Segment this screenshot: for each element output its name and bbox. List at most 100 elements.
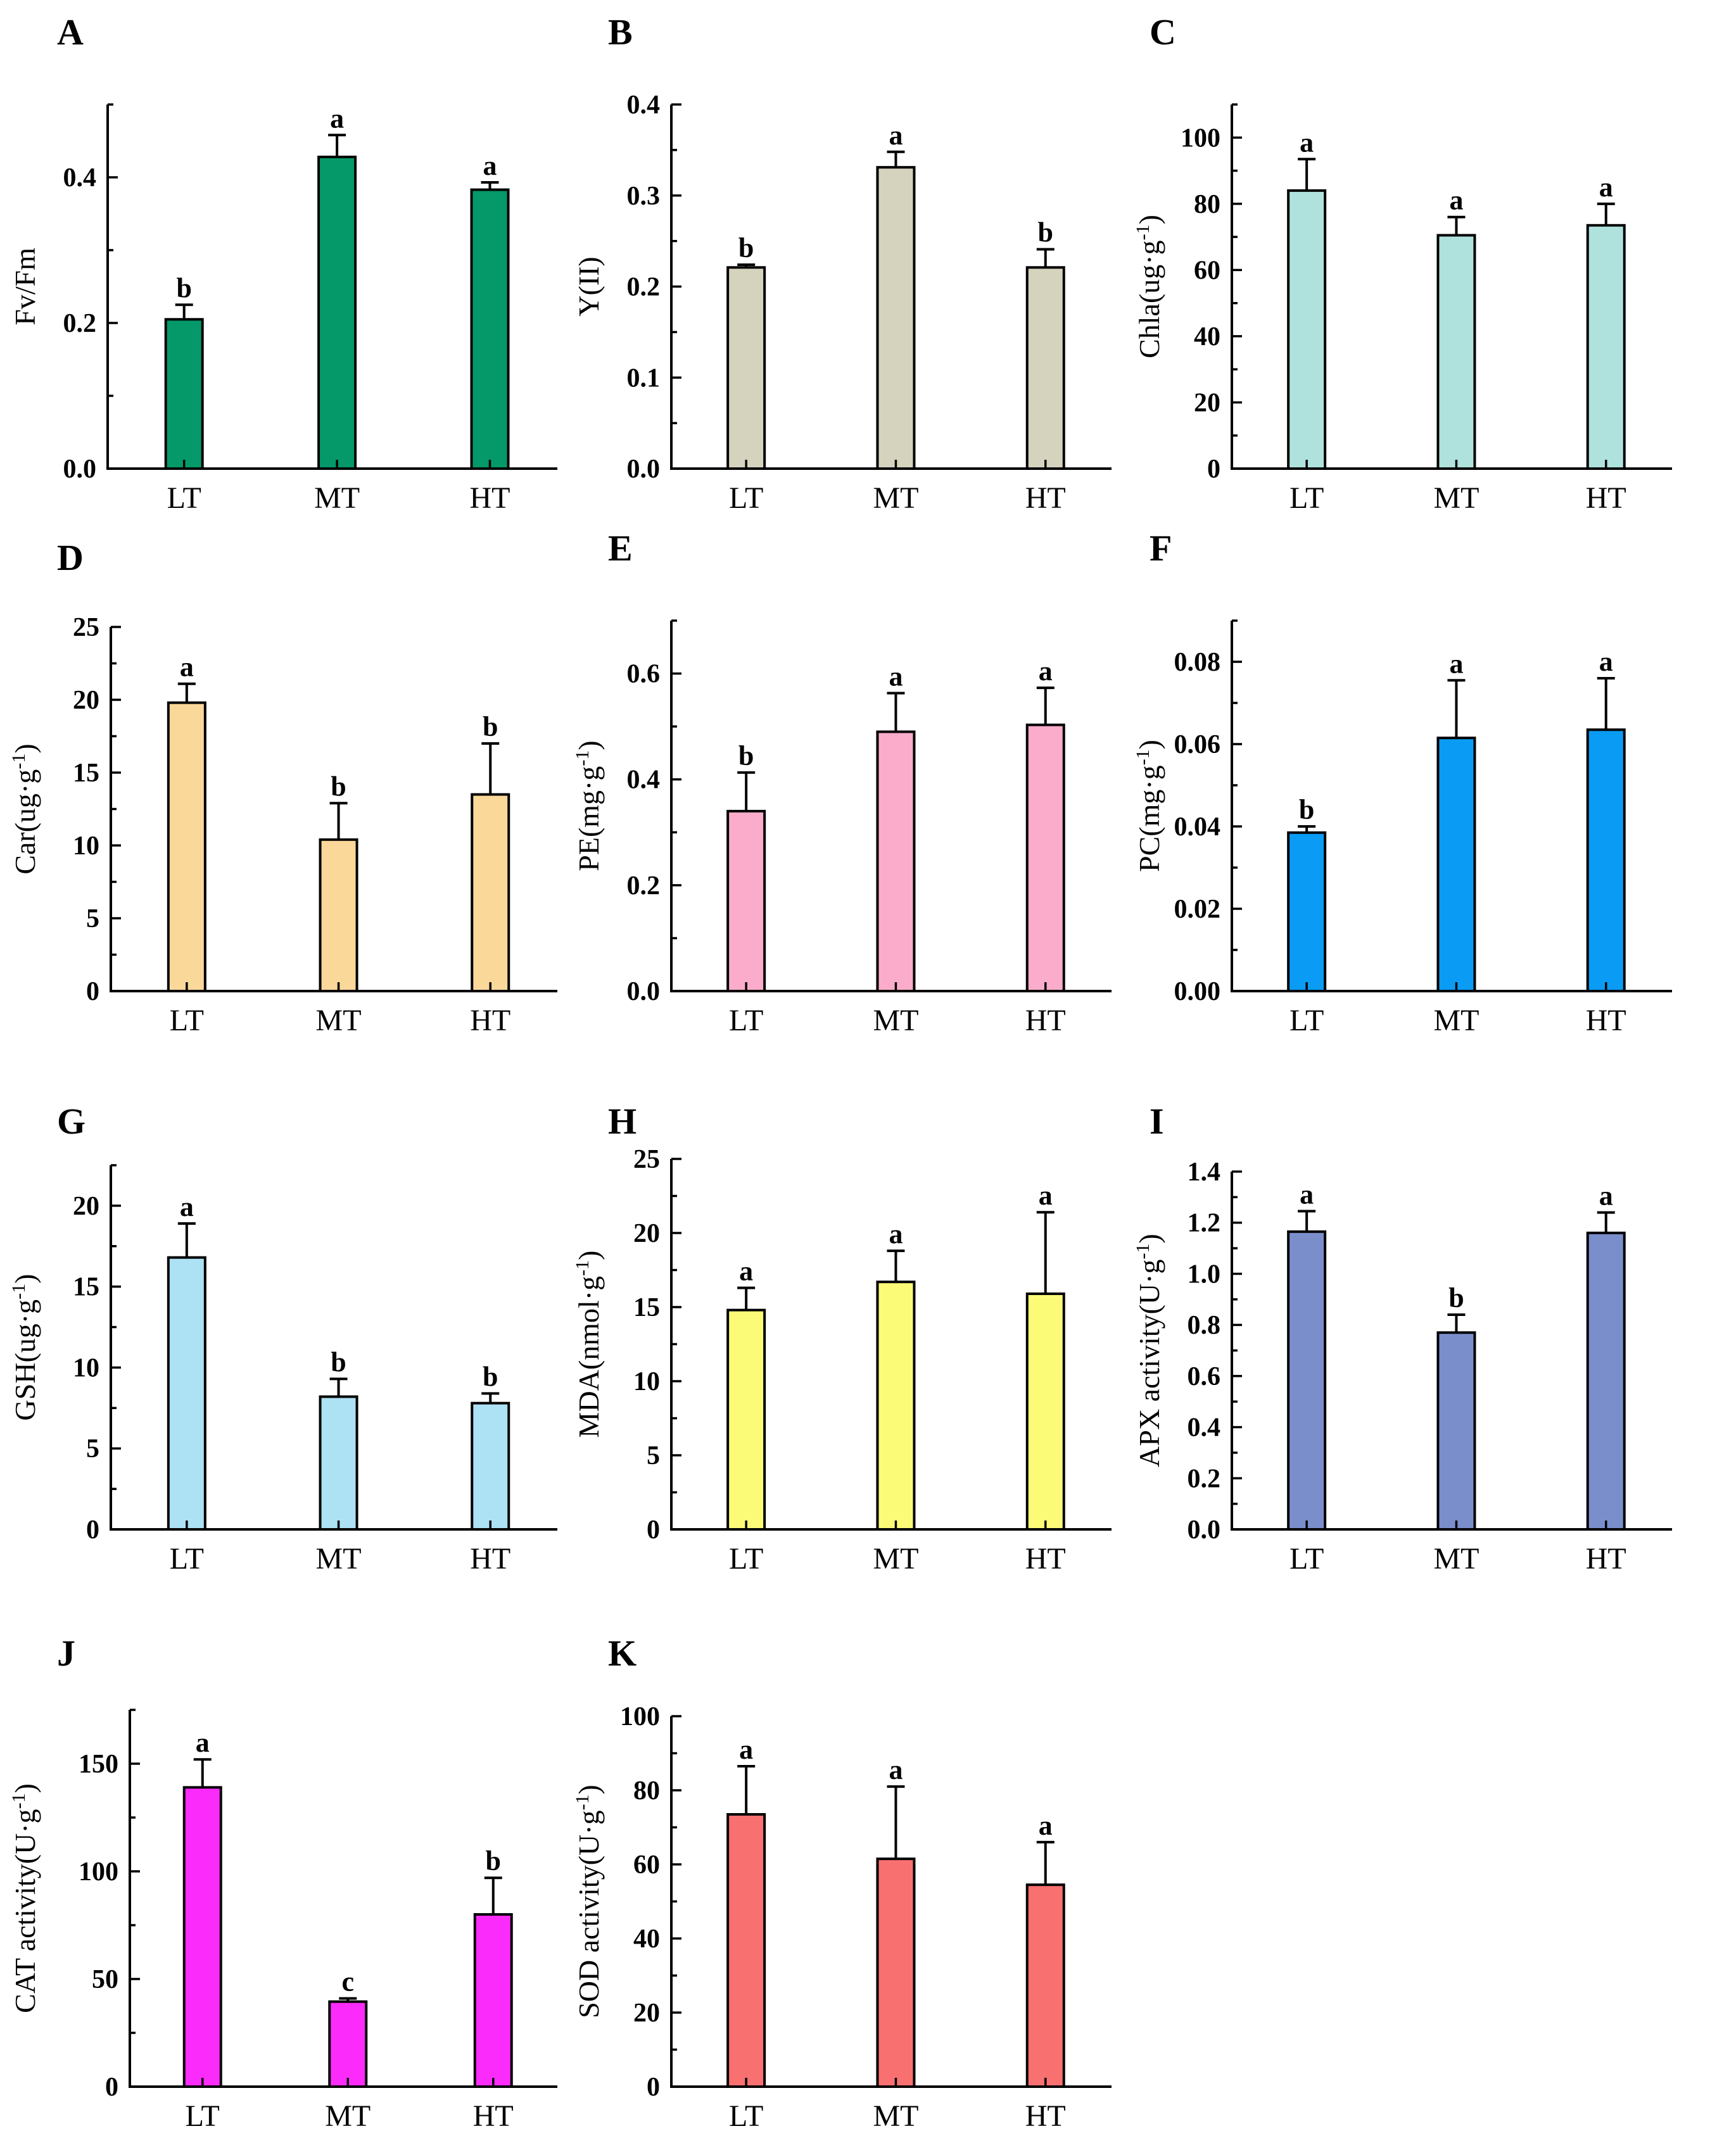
bar-g-mt xyxy=(319,1395,358,1531)
sig-label-i-ht: a xyxy=(1599,1180,1613,1211)
bar-g-lt xyxy=(167,1256,206,1531)
sig-label-a-mt: a xyxy=(330,103,344,134)
panel-g: G 0 5 10 15 20 GSH(ug·g-1) a LT b MT b HT xyxy=(8,1101,557,1576)
bar-i-ht xyxy=(1586,1231,1626,1531)
panel-letter-d: D xyxy=(57,537,84,578)
tick-label-b: 0.3 xyxy=(627,182,661,211)
category-label-k-ht: HT xyxy=(1025,2099,1066,2133)
panel-letter-c: C xyxy=(1150,11,1176,53)
tick-label-g: 15 xyxy=(73,1273,99,1302)
bar-k-ht xyxy=(1025,1883,1065,2089)
tick-label-d: 15 xyxy=(73,759,99,788)
category-label-k-mt: MT xyxy=(873,2099,918,2133)
tick-label-i: 0.4 xyxy=(1188,1413,1221,1443)
tick-label-b: 0.1 xyxy=(627,364,661,393)
category-label-f-lt: LT xyxy=(1289,1004,1324,1037)
bar-d-lt xyxy=(167,701,206,992)
bar-d-ht xyxy=(471,793,510,992)
bar-a-mt xyxy=(317,155,357,471)
category-label-d-mt: MT xyxy=(316,1004,362,1037)
category-label-i-ht: HT xyxy=(1586,1542,1626,1576)
category-label-b-lt: LT xyxy=(729,481,763,515)
category-label-j-lt: LT xyxy=(186,2099,220,2133)
bar-c-ht xyxy=(1586,224,1626,470)
panel-d: D 0 5 10 15 20 25 Car(ug·g-1) a LT b MT b HT xyxy=(8,537,557,1037)
bar-k-lt xyxy=(726,1813,766,2088)
tick-label-d: 10 xyxy=(73,832,99,861)
category-label-i-lt: LT xyxy=(1289,1542,1324,1576)
panel-c: C 0 20 40 60 80 100 Chla(ug·g-1) a LT a MT a HT xyxy=(1132,11,1672,515)
tick-label-g: 0 xyxy=(86,1515,99,1545)
category-label-h-ht: HT xyxy=(1025,1542,1066,1576)
y-axis-label-a: Fv/Fm xyxy=(9,248,41,326)
panel-letter-f: F xyxy=(1150,528,1172,569)
panel-letter-b: B xyxy=(608,11,633,53)
tick-label-f: 0.08 xyxy=(1174,648,1221,677)
sig-label-g-ht: b xyxy=(483,1361,498,1392)
panel-letter-k: K xyxy=(608,1633,637,1674)
tick-label-e: 0.2 xyxy=(627,871,661,901)
bar-a-lt xyxy=(164,318,204,470)
category-label-h-lt: LT xyxy=(729,1542,763,1576)
tick-label-i: 0.0 xyxy=(1188,1515,1221,1545)
tick-label-k: 40 xyxy=(633,1925,660,1954)
sig-label-g-mt: b xyxy=(331,1346,346,1377)
bar-h-lt xyxy=(726,1308,766,1531)
category-label-j-mt: MT xyxy=(325,2099,371,2133)
sig-label-j-lt: a xyxy=(196,1727,210,1758)
bar-j-lt xyxy=(182,1786,222,2088)
panel-letter-a: A xyxy=(57,11,84,53)
tick-label-k: 80 xyxy=(633,1776,660,1805)
category-label-a-mt: MT xyxy=(314,481,360,515)
tick-label-i: 1.0 xyxy=(1188,1260,1221,1289)
tick-label-a: 0.2 xyxy=(63,309,97,338)
tick-label-f: 0.00 xyxy=(1174,977,1221,1006)
tick-label-j: 100 xyxy=(79,1857,118,1887)
tick-label-i: 1.2 xyxy=(1188,1209,1221,1238)
panel-letter-i: I xyxy=(1150,1101,1164,1142)
y-axis-label-i: APX activity(U·g-1) xyxy=(1132,1234,1165,1467)
panel-letter-e: E xyxy=(608,528,633,569)
sig-label-h-lt: a xyxy=(739,1256,753,1287)
tick-label-a: 0.4 xyxy=(63,163,97,193)
category-label-c-ht: HT xyxy=(1586,481,1626,515)
tick-label-c: 20 xyxy=(1194,388,1220,417)
panel-a: A 0.0 0.2 0.4 Fv/Fm b LT a MT a HT xyxy=(9,11,557,515)
category-label-e-mt: MT xyxy=(873,1004,918,1037)
panel-k: K 0 20 40 60 80 100 SOD activity(U·g-1) a LT a MT a H… xyxy=(572,1633,1112,2133)
y-axis-label-d: Car(ug·g-1) xyxy=(8,743,41,874)
sig-label-k-ht: a xyxy=(1039,1810,1053,1841)
sig-label-j-mt: c xyxy=(341,1966,354,1997)
tick-label-k: 0 xyxy=(647,2073,660,2102)
bar-f-ht xyxy=(1586,728,1626,992)
sig-label-c-mt: a xyxy=(1449,185,1463,216)
bar-c-lt xyxy=(1287,189,1327,470)
tick-label-b: 0.0 xyxy=(627,455,661,484)
tick-label-c: 0 xyxy=(1207,455,1220,484)
tick-label-c: 80 xyxy=(1194,190,1220,219)
y-axis-label-j: CAT activity(U·g-1) xyxy=(8,1783,41,2013)
category-label-h-mt: MT xyxy=(873,1542,918,1576)
category-label-d-lt: LT xyxy=(170,1004,204,1037)
sig-label-b-mt: a xyxy=(889,120,903,151)
tick-label-f: 0.02 xyxy=(1174,895,1221,924)
tick-label-c: 60 xyxy=(1194,256,1220,285)
tick-label-g: 10 xyxy=(73,1353,99,1382)
sig-label-d-lt: a xyxy=(180,652,194,683)
tick-label-h: 20 xyxy=(633,1219,660,1248)
panel-f: F 0.00 0.02 0.04 0.06 0.08 PC(mg·g-1) b LT a MT a HT xyxy=(1132,528,1672,1037)
bar-e-lt xyxy=(726,809,766,993)
sig-label-f-mt: a xyxy=(1449,648,1463,679)
sig-label-j-ht: b xyxy=(486,1845,501,1876)
bar-b-lt xyxy=(726,266,766,470)
panel-letter-j: J xyxy=(57,1633,75,1674)
bar-k-mt xyxy=(876,1857,916,2089)
sig-label-i-mt: b xyxy=(1448,1282,1464,1313)
tick-label-i: 0.8 xyxy=(1188,1311,1221,1340)
bar-e-ht xyxy=(1025,723,1065,993)
panel-e: E 0.0 0.2 0.4 0.6 PE(mg·g-1) b LT a MT a HT xyxy=(572,528,1112,1037)
bar-g-ht xyxy=(471,1401,510,1531)
tick-label-d: 0 xyxy=(86,977,99,1006)
y-axis-label-h: MDA(nmol·g-1) xyxy=(572,1251,605,1438)
